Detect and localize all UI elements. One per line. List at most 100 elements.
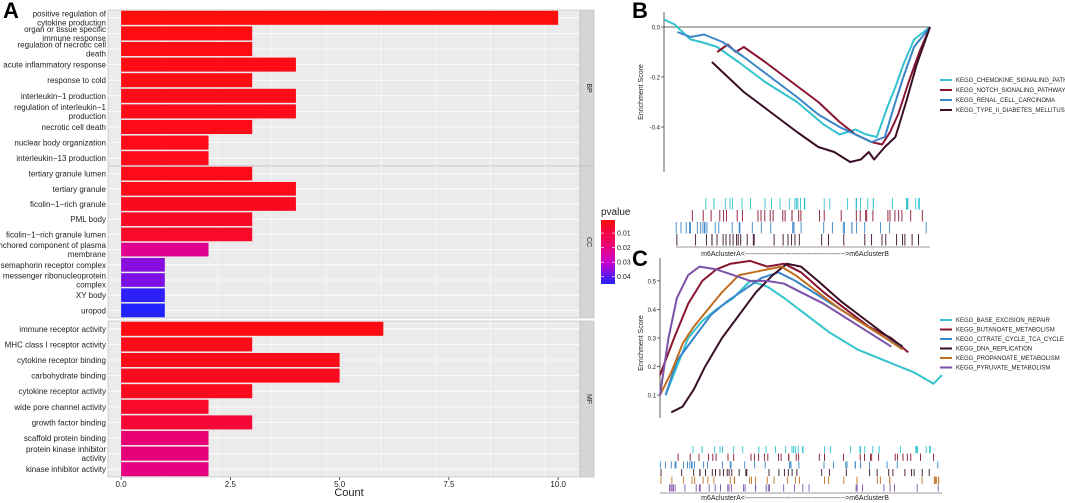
bar <box>121 303 165 318</box>
legend-label: KEGG_TYPE_II_DIABETES_MELLITUS <box>956 108 1065 114</box>
category-label: semaphorin receptor complex <box>1 261 106 270</box>
bar <box>121 57 296 72</box>
category-label: growth factor binding <box>32 418 106 427</box>
c-hit-rug <box>659 446 942 494</box>
category-label: messenger ribonucleoprotein complex <box>3 272 106 290</box>
category-label: interleukin−1 production <box>21 92 106 101</box>
facet-bp: positive regulation of cytokine productio… <box>3 9 595 167</box>
legend-label: KEGG_NOTCH_SIGNALING_PATHWAY <box>956 88 1065 94</box>
category-label: nuclear body organization <box>14 139 106 148</box>
bar <box>121 41 253 57</box>
category-label: tertiary granule lumen <box>29 170 106 179</box>
legend-label: KEGG_BASE_EXCISION_REPAIR <box>956 318 1051 324</box>
b-hit-rug <box>675 198 930 248</box>
category-label: necrotic cell death <box>42 123 106 132</box>
b-curves: 0.0 -0.2 -0.4 <box>650 12 931 172</box>
bar <box>121 26 253 41</box>
legend-tick-label: 0.04 <box>617 274 631 281</box>
bar <box>121 73 253 88</box>
facet-cc: tertiary granule lumen tertiary granule fi… <box>0 165 595 319</box>
legend-colorbar <box>601 220 615 284</box>
category-label: regulation of necrotic cell death <box>18 41 107 59</box>
legend-label: KEGG_CITRATE_CYCLE_TCA_CYCLE <box>956 337 1064 343</box>
bar <box>121 166 253 181</box>
y-tick-label: 0.5 <box>648 279 657 285</box>
bar <box>121 337 253 352</box>
c-x-axis-label: m6AclusterA<----------------------------… <box>701 495 889 502</box>
bar <box>121 384 253 399</box>
panel-c-gsea-plot: Enrichment Score 0.1 0.2 0.3 0.4 0.5 KEGG_BA… <box>638 258 1064 502</box>
legend-label: KEGG_CHEMOKINE_SIGNALING_PATHWAY <box>956 78 1065 84</box>
facet-strip-label: CC <box>585 237 592 247</box>
series-line <box>659 265 904 396</box>
y-tick-label: -0.4 <box>650 126 661 132</box>
panel-letter-c: C <box>632 246 648 271</box>
facet-strip <box>579 320 595 478</box>
bar <box>121 10 559 25</box>
legend-title: pvalue <box>601 207 631 218</box>
c-legend: KEGG_BASE_EXCISION_REPAIR KEGG_BUTANOATE_… <box>940 318 1064 372</box>
category-label: interleukin−13 production <box>16 154 106 163</box>
bar <box>121 227 253 242</box>
panel-letter-b: B <box>632 0 648 23</box>
series-line <box>659 259 909 376</box>
facet-strip <box>579 165 595 319</box>
y-tick-label: 0.2 <box>648 365 657 371</box>
x-axis: 0.0 2.5 5.0 7.5 10.0 <box>116 477 566 489</box>
category-label: tertiary granule <box>53 185 107 194</box>
category-label: ficolin−1−rich granule <box>30 200 107 209</box>
category-label: MHC class I receptor activity <box>5 340 106 349</box>
category-label: acute inflammatory response <box>3 61 106 70</box>
x-tick-label: 2.5 <box>225 480 237 489</box>
series-line <box>663 18 931 138</box>
x-tick-label: 7.5 <box>443 480 455 489</box>
legend-label: KEGG_BUTANOATE_METABOLISM <box>956 328 1055 334</box>
c-curves: 0.1 0.2 0.3 0.4 0.5 <box>648 258 943 418</box>
x-tick-label: 5.0 <box>334 480 346 489</box>
legend-tick-label: 0.02 <box>617 245 631 252</box>
bar <box>121 181 296 196</box>
bar <box>121 399 209 414</box>
bar <box>121 462 209 477</box>
bar <box>121 88 296 103</box>
bar <box>121 212 253 227</box>
bar <box>121 104 296 119</box>
category-label: cytokine receptor activity <box>18 387 106 396</box>
y-tick-label: -0.2 <box>650 76 661 82</box>
facet-strip-label: BP <box>585 83 592 93</box>
category-label: carbohydrate binding <box>31 372 106 381</box>
panel-a-go-barplot: positive regulation of cytokine productio… <box>0 9 631 499</box>
category-label: scaffold protein binding <box>24 434 106 443</box>
b-y-axis-label: Enrichment Score <box>638 64 645 120</box>
bar <box>121 321 384 336</box>
series-line <box>670 262 904 414</box>
bar <box>121 119 253 135</box>
category-label: protein kinase inhibitor activity <box>26 445 106 463</box>
panel-b-gsea-plot: Enrichment Score 0.0 -0.2 -0.4 KEGG_CHEMOK… <box>638 12 1065 258</box>
facet-panels: positive regulation of cytokine productio… <box>0 9 595 478</box>
y-tick-label: 0.4 <box>648 308 657 314</box>
category-label: kinase inhibitor activity <box>26 465 106 474</box>
series-line <box>676 26 931 143</box>
bar <box>121 197 296 211</box>
b-legend: KEGG_CHEMOKINE_SIGNALING_PATHWAY KEGG_NOT… <box>940 78 1065 114</box>
category-label: wide pore channel activity <box>13 403 106 412</box>
bar <box>121 446 209 461</box>
legend-label: KEGG_DNA_REPLICATION <box>956 347 1032 353</box>
series-line <box>711 26 931 163</box>
category-label: cytokine receptor binding <box>17 356 106 365</box>
bar <box>121 151 209 166</box>
legend-label: KEGG_RENAL_CELL_CARCINOMA <box>956 98 1055 104</box>
bar <box>121 257 165 272</box>
legend-tick-label: 0.01 <box>617 231 631 238</box>
legend-label: KEGG_PYRUVATE_METABOLISM <box>956 366 1050 372</box>
series-line <box>659 265 892 396</box>
bar <box>121 415 253 430</box>
legend-tick-label: 0.03 <box>617 260 631 267</box>
bar <box>121 430 209 446</box>
bar <box>121 368 340 383</box>
category-label: regulation of interleukin−1 production <box>14 103 106 121</box>
category-label: uropod <box>81 306 106 315</box>
category-label: ficolin−1−rich granule lumen <box>6 230 106 239</box>
